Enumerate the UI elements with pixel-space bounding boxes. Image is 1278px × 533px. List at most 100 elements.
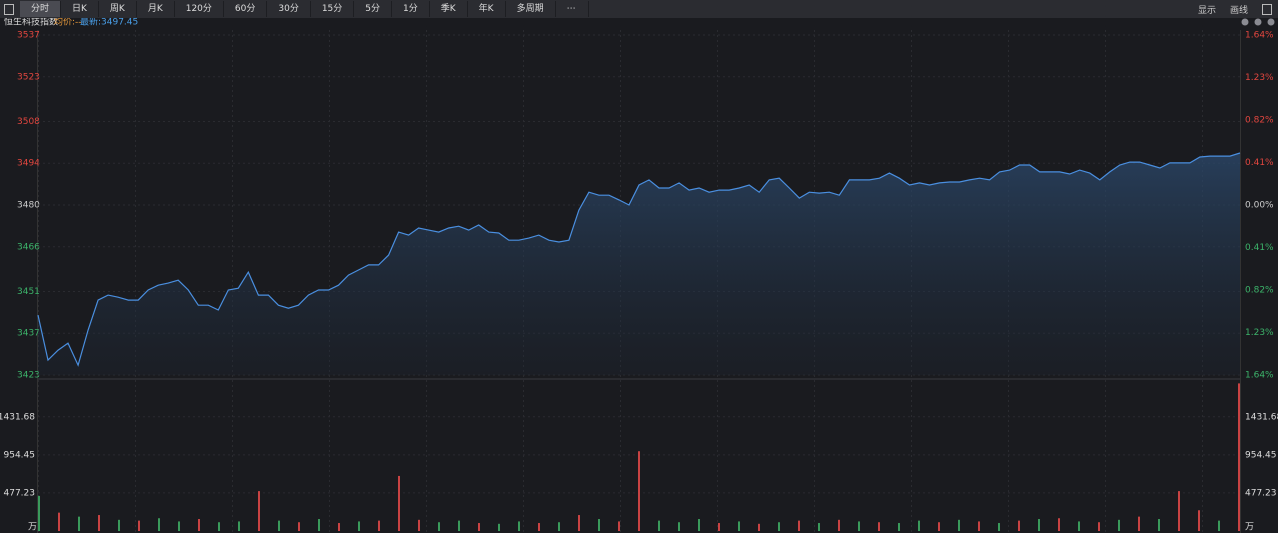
volume-bar (418, 519, 420, 531)
tab[interactable]: 月K (137, 1, 175, 17)
volume-bar (1118, 519, 1120, 531)
zoom-in[interactable] (1241, 18, 1249, 26)
tab[interactable]: 日K (61, 1, 99, 17)
unit-label: 万 (28, 523, 37, 533)
volume-bar (498, 523, 500, 531)
price-area (38, 153, 1240, 375)
volume-bar (338, 523, 340, 531)
volume-bar (638, 451, 640, 531)
toolbar: 分时 日K 周K 月K 120分 60分 30分 15分 5分 1分 季K 年K… (0, 0, 1278, 18)
tab[interactable]: 多周期 (506, 1, 556, 17)
volume-bar (1038, 519, 1040, 531)
volume-bar (78, 516, 80, 531)
tab[interactable]: 年K (468, 1, 506, 17)
volume-bar (238, 521, 240, 531)
toolbar-right: 显示 画线 (1198, 3, 1278, 16)
volume-bar (118, 519, 120, 531)
tab[interactable]: 季K (430, 1, 468, 17)
volume-bar (158, 518, 160, 531)
volume-bar (218, 522, 220, 531)
volume-bar (38, 495, 40, 531)
volume-bar (458, 520, 460, 531)
volume-bar (398, 475, 400, 531)
volume-bar (1218, 520, 1220, 531)
volume-bar (1138, 516, 1140, 531)
y-tick-label: 477.23 (4, 488, 36, 498)
y2-tick-label: 0.41% (1245, 243, 1274, 253)
legend-latest: 最新:3497.45 (80, 18, 138, 28)
volume-bar (538, 523, 540, 531)
volume-bar (298, 522, 300, 531)
y-tick-label: 3494 (17, 159, 40, 169)
volume-bar (738, 521, 740, 531)
y2-tick-label: 954.45 (1245, 450, 1277, 460)
y-tick-label: 3480 (17, 201, 40, 211)
volume-bar (858, 521, 860, 531)
y-tick-label: 3508 (17, 117, 40, 127)
y-tick-label: 3437 (17, 329, 40, 339)
y2-tick-label: 0.82% (1245, 116, 1274, 126)
more-button[interactable]: ⋯ (556, 1, 589, 17)
legend-avg: 均价:-- (54, 18, 82, 28)
y2-tick-label: 1.23% (1245, 328, 1274, 338)
volume-bar (1238, 383, 1240, 531)
tab[interactable]: 120分 (175, 1, 224, 17)
volume-bar (258, 491, 260, 531)
tab[interactable]: 周K (99, 1, 137, 17)
y-tick-label: 3537 (17, 31, 40, 41)
tab[interactable]: 60分 (224, 1, 268, 17)
y-tick-label: 3451 (17, 287, 40, 297)
y2-tick-label: 0.41% (1245, 158, 1274, 168)
y2-tick-label: 1.64% (1245, 371, 1274, 381)
draw-button[interactable]: 画线 (1229, 5, 1248, 16)
volume-bar (598, 519, 600, 531)
settings[interactable] (1267, 18, 1275, 26)
chart: 恒生科技指数 均价:-- 最新:3497.45 3423 3437 3451 3466… (0, 18, 1278, 533)
y2-tick-label: 477.23 (1245, 488, 1277, 498)
unit-label: 万 (1245, 523, 1254, 533)
volume-bar (898, 523, 900, 531)
volume-bar (98, 515, 100, 531)
volume-bar (378, 520, 380, 531)
chart-title: 恒生科技指数 (4, 18, 58, 28)
volume-bar (318, 519, 320, 531)
volume-bar (1078, 521, 1080, 531)
volume-bar (578, 515, 580, 531)
volume-bar (178, 521, 180, 531)
volume-bar (978, 521, 980, 531)
volume-bar (438, 522, 440, 531)
display-menu[interactable]: 显示 (1197, 5, 1216, 16)
volume-bar (658, 520, 660, 531)
volume-bar (1098, 522, 1100, 531)
volume-bar (1178, 491, 1180, 531)
volume-bar (718, 523, 720, 531)
tab[interactable]: 分时 (20, 1, 62, 17)
volume-bar (778, 522, 780, 531)
volume-bar (58, 512, 60, 531)
panel-toggle[interactable] (1262, 3, 1272, 15)
volume-bar (1198, 510, 1200, 531)
volume-bar (618, 521, 620, 531)
y2-tick-label: 0.82% (1245, 286, 1274, 296)
volume-bar (818, 523, 820, 531)
volume-bar (138, 520, 140, 531)
y2-tick-label: 0.00% (1245, 201, 1274, 211)
y2-tick-label: 1.64% (1245, 31, 1274, 41)
y2-tick-label: 1.23% (1245, 73, 1274, 83)
volume-bar (678, 522, 680, 531)
volume-bar (558, 522, 560, 531)
volume-bar (278, 520, 280, 531)
tab[interactable]: 30分 (267, 1, 311, 17)
tab[interactable]: 5分 (354, 1, 393, 17)
tab[interactable]: 1分 (392, 1, 430, 17)
volume-bar (698, 519, 700, 531)
volume-bar (1158, 519, 1160, 531)
price-line (37, 152, 1241, 367)
y-tick-label: 1431.68 (0, 412, 35, 422)
volume-bar (998, 523, 1000, 531)
volume-bar (958, 519, 960, 531)
tab[interactable]: 15分 (311, 1, 355, 17)
zoom-out[interactable] (1254, 18, 1262, 26)
volume-bar (478, 523, 480, 531)
panel-toggle[interactable] (4, 3, 14, 15)
